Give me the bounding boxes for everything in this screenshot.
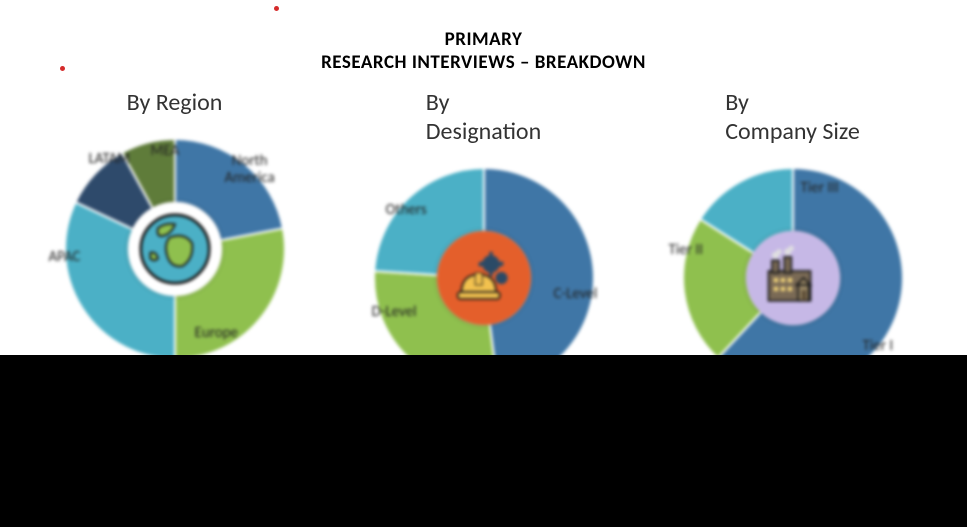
label-tier3: Tier III — [801, 180, 839, 197]
chart-region: By Region NorthAmerica Europe APAC LATAM… — [25, 88, 325, 369]
globe-icon — [128, 202, 222, 296]
chart-designation: ByDesignation — [334, 88, 634, 398]
chart-company-title: ByCompany Size — [725, 88, 860, 146]
red-dot-left — [60, 66, 65, 71]
chart-company: ByCompany Size — [643, 88, 943, 398]
red-dot-top — [274, 6, 279, 11]
label-tier1: Tier I — [863, 338, 894, 355]
lower-black-band — [0, 355, 967, 527]
label-clevel: C-Level — [554, 286, 598, 303]
page-title: PRIMARYRESEARCH INTERVIEWS – BREAKDOWN — [0, 0, 967, 88]
label-dlevel: D-Level — [372, 304, 417, 321]
label-apac: APAC — [49, 249, 81, 266]
label-mea: MEA — [151, 143, 180, 160]
label-tier2: Tier II — [669, 242, 703, 259]
hardhat-gears-icon — [437, 231, 531, 325]
chart-region-title: By Region — [127, 88, 223, 117]
label-latam: LATAM — [89, 151, 130, 168]
charts-row: By Region NorthAmerica Europe APAC LATAM… — [0, 88, 967, 398]
donut-region: NorthAmerica Europe APAC LATAM MEA — [55, 129, 295, 369]
factory-icon — [746, 231, 840, 325]
chart-designation-title: ByDesignation — [426, 88, 541, 146]
label-north-america: NorthAmerica — [225, 153, 275, 186]
label-europe: Europe — [195, 325, 238, 342]
label-others: Others — [386, 202, 427, 219]
